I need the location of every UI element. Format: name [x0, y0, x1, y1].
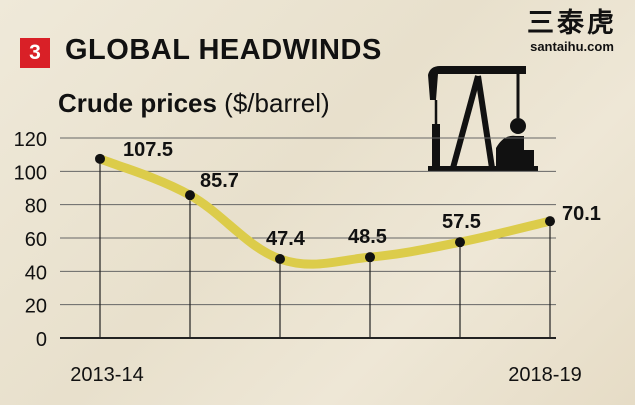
y-tick-label: 60 [25, 229, 47, 251]
data-label: 47.4 [266, 228, 306, 250]
y-tick-label: 100 [14, 162, 47, 184]
data-point [95, 153, 105, 164]
y-axis-labels: 0 20 40 60 80 100 120 [14, 129, 47, 351]
chart-title-unit: ($/barrel) [216, 88, 330, 118]
data-labels: 107.5 85.7 47.4 48.5 57.5 70.1 [123, 139, 601, 250]
chart-title-main: Crude prices [58, 88, 217, 118]
data-point [545, 216, 555, 227]
data-point [275, 254, 285, 264]
y-tick-label: 0 [36, 329, 47, 351]
chart-title: Crude prices ($/barrel) [58, 88, 330, 119]
y-tick-label: 80 [25, 196, 47, 218]
watermark-chinese: 三泰虎 [527, 8, 617, 39]
x-tick-label: 2018-19 [508, 364, 581, 386]
data-points [95, 153, 555, 264]
data-label: 107.5 [123, 139, 173, 161]
section-number-badge: 3 [20, 38, 50, 68]
price-line [95, 154, 555, 269]
drop-lines [99, 158, 551, 338]
x-axis-labels: 2013-14 2018-19 [70, 364, 581, 386]
y-tick-label: 20 [25, 296, 47, 318]
oil-pumpjack-icon [428, 66, 538, 171]
y-tick-label: 120 [14, 129, 47, 151]
data-label: 57.5 [442, 211, 481, 233]
data-point [185, 190, 195, 201]
headline: GLOBAL HEADWINDS [65, 34, 382, 66]
data-label: 70.1 [562, 203, 601, 225]
watermark-url: santaihu.com [530, 39, 614, 54]
y-tick-label: 40 [25, 262, 47, 284]
x-tick-label: 2013-14 [70, 364, 143, 386]
watermark-logo: 三泰虎 santaihu.com [516, 8, 628, 54]
data-point [455, 237, 465, 248]
data-point [365, 252, 375, 263]
data-label: 85.7 [200, 170, 239, 192]
data-label: 48.5 [348, 226, 387, 248]
series-line [95, 154, 555, 269]
